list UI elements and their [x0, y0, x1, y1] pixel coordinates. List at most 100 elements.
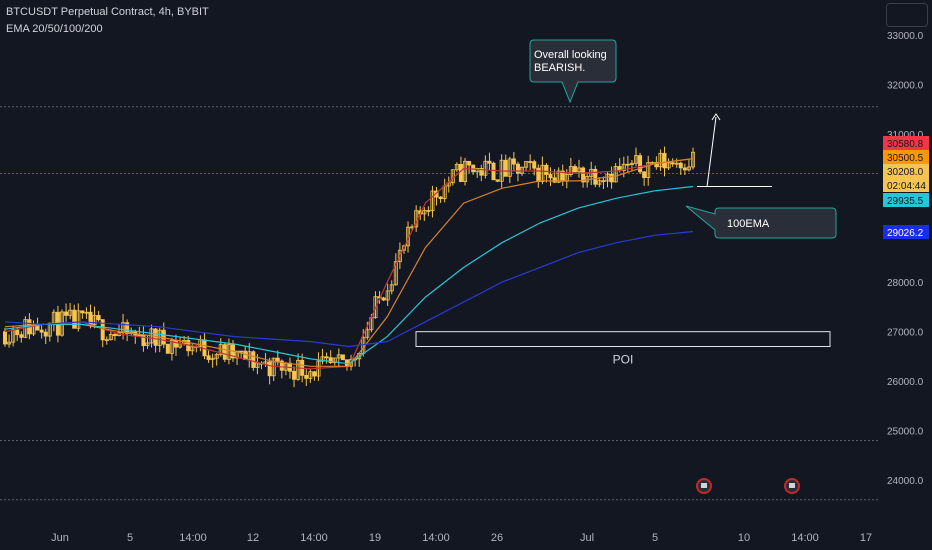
x-tick-label: 14:00: [179, 532, 207, 544]
candle-body: [365, 329, 370, 338]
candle-body: [169, 339, 174, 354]
candle-body: [137, 334, 142, 337]
candle-body: [304, 374, 309, 379]
x-tick-label: 19: [369, 532, 381, 544]
candle-body: [458, 163, 463, 182]
candle-body: [190, 346, 195, 352]
y-tick-label: 33000.0: [887, 31, 924, 42]
candle-body: [393, 261, 398, 286]
candle-body: [634, 155, 639, 164]
candle-body: [682, 167, 687, 171]
candle-body: [658, 152, 663, 168]
x-tick-label: 5: [127, 532, 133, 544]
candle-body: [292, 370, 297, 380]
bearish-callout-text: Overall looking: [534, 49, 607, 61]
candle-body: [43, 331, 48, 337]
candle-body: [235, 350, 240, 359]
y-tick-label: 32000.0: [887, 80, 924, 91]
candle-body: [84, 311, 89, 314]
candle-body: [296, 359, 301, 380]
candle-body: [638, 155, 643, 173]
candle-body: [487, 160, 492, 164]
toolbar-button[interactable]: [886, 3, 928, 27]
candle-body: [503, 159, 508, 177]
candle-body: [642, 171, 647, 178]
candle-body: [173, 339, 178, 348]
candle-body: [92, 315, 97, 325]
candle-body: [226, 344, 231, 360]
candle-body: [593, 168, 598, 185]
x-tick-label: 10: [738, 532, 750, 544]
candle-body: [540, 164, 545, 183]
bearish-callout-text: BEARISH.: [534, 62, 585, 74]
candle-body: [475, 168, 480, 173]
price-tag: [883, 150, 929, 164]
candle-body: [72, 309, 77, 329]
candle-body: [275, 357, 280, 362]
candle-body: [454, 163, 459, 171]
candle-body: [568, 166, 573, 175]
candle-body: [373, 296, 378, 319]
candle-body: [621, 163, 626, 171]
candle-body: [678, 162, 683, 169]
candle-body: [511, 158, 516, 165]
x-tick-label: Jun: [51, 532, 69, 544]
candle-body: [104, 339, 109, 342]
candle-body: [279, 360, 284, 371]
ema-line: [4, 158, 694, 367]
ema-line: [4, 230, 694, 348]
candle-body: [206, 355, 211, 360]
candle-body: [7, 341, 12, 345]
candle-body: [662, 152, 667, 169]
ema-line: [4, 185, 694, 365]
candle-body: [654, 162, 659, 168]
y-tick-label: 28000.0: [887, 278, 924, 289]
candle-body: [422, 210, 427, 215]
candle-body: [552, 177, 557, 183]
candle-body: [401, 245, 406, 251]
candle-body: [438, 196, 443, 200]
chart-title: BTCUSDT Perpetual Contract, 4h, BYBIT: [6, 6, 209, 18]
candle-body: [471, 164, 476, 173]
candle-body: [145, 342, 150, 347]
candle-body: [507, 158, 512, 177]
candle-body: [19, 334, 24, 338]
candle-body: [239, 350, 244, 353]
candle-body: [479, 168, 484, 176]
candle-body: [515, 163, 520, 174]
candle-body: [577, 167, 582, 173]
candle-body: [625, 163, 630, 166]
ema-callout: [685, 205, 837, 239]
event-flag-icon-inner: [789, 483, 795, 488]
candle-body: [153, 328, 158, 346]
price-tag-label: 02:04:44: [887, 181, 926, 192]
candle-body: [39, 329, 44, 333]
candle-body: [381, 297, 386, 301]
price-tag-label: 29026.2: [887, 228, 924, 239]
candle-body: [328, 357, 333, 364]
candle-body: [467, 160, 472, 166]
candle-body: [597, 180, 602, 185]
candle-body: [572, 166, 577, 173]
price-tag-label: 29935.5: [887, 196, 924, 207]
candle-body: [267, 361, 272, 377]
candle-body: [601, 180, 606, 183]
indicator-label: EMA 20/50/100/200: [6, 23, 103, 35]
price-tag: [883, 136, 929, 150]
candle-body: [463, 160, 468, 182]
candle-body: [214, 354, 219, 359]
price-tag-label: 30580.8: [887, 139, 924, 150]
candle-body: [548, 174, 553, 179]
candle-body: [340, 354, 345, 361]
candle-body: [613, 166, 618, 183]
candle-body: [312, 371, 317, 377]
x-tick-label: 12: [247, 532, 259, 544]
candle-body: [222, 344, 227, 360]
candle-body: [686, 166, 691, 171]
candle-body: [15, 329, 20, 336]
arrow-line: [706, 116, 717, 188]
y-tick-label: 24000.0: [887, 476, 924, 487]
candle-body: [609, 173, 614, 183]
candle-body: [320, 356, 325, 362]
